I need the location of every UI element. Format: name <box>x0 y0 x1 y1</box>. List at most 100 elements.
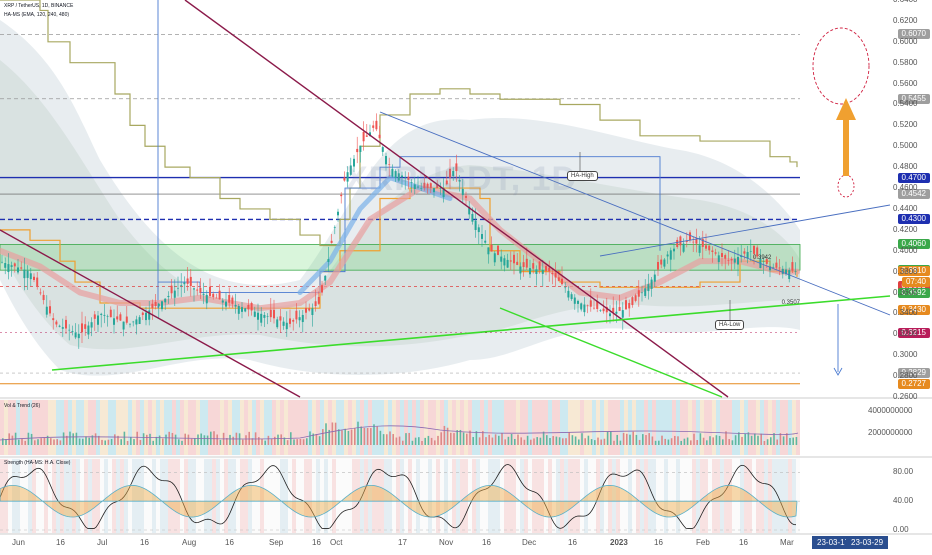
strength-background-stripe <box>376 459 380 533</box>
volume-bar <box>168 431 170 445</box>
strength-background-stripe <box>440 459 444 533</box>
candle-body <box>477 227 480 233</box>
volume-bar <box>488 434 490 445</box>
inline-price-label: 0.3507 <box>782 300 801 306</box>
volume-bar <box>446 427 449 445</box>
strength-background-stripe <box>184 459 188 533</box>
candle-body <box>455 163 458 172</box>
strength-background-stripe <box>548 459 552 533</box>
volume-bar <box>722 439 724 445</box>
strength-background-stripe <box>628 459 632 533</box>
strength-background-stripe <box>648 459 652 533</box>
volume-bar <box>731 440 734 445</box>
strength-background-stripe <box>740 459 744 533</box>
volume-bar <box>75 432 78 445</box>
date-badge-end[interactable]: 23-03-29 <box>846 536 889 549</box>
volume-bar <box>658 440 660 445</box>
volume-trend-stripe <box>48 400 52 455</box>
strength-background-stripe <box>204 459 208 533</box>
strength-background-stripe <box>464 459 468 533</box>
strength-background-stripe <box>456 459 460 533</box>
volume-bar <box>792 437 794 445</box>
candle-body <box>266 316 269 317</box>
volume-bar <box>709 436 711 445</box>
x-tick-label: 16 <box>312 538 321 547</box>
volume-bar <box>350 429 353 445</box>
volume-trend-stripe <box>392 400 396 455</box>
volume-bar <box>117 435 119 445</box>
candle-body <box>215 297 218 299</box>
candle-body <box>333 227 336 229</box>
strength-background-stripe <box>192 459 196 533</box>
strength-background-stripe <box>768 459 772 533</box>
strength-background-stripe <box>68 459 72 533</box>
symbol-legend[interactable]: XRP / TetherUS, 1D, BINANCE <box>4 3 74 9</box>
volume-trend-stripe <box>692 400 696 455</box>
volume-trend-stripe <box>732 400 736 455</box>
candle-body <box>129 323 131 325</box>
volume-trend-stripe <box>580 400 584 455</box>
volume-bar <box>594 440 596 445</box>
volume-trend-stripe <box>80 400 84 455</box>
study-legend[interactable]: HA-MS (EMA, 120, 240, 480) <box>4 12 70 18</box>
strength-background-stripe <box>616 459 620 533</box>
strength-background-stripe <box>580 459 584 533</box>
volume-trend-stripe <box>560 400 564 455</box>
strength-tick-label: 40.00 <box>893 496 914 506</box>
volume-bar <box>203 435 206 445</box>
candle-body <box>87 325 90 335</box>
volume-bar <box>597 437 599 445</box>
strength-background-stripe <box>380 459 384 533</box>
candle-body <box>388 164 391 165</box>
candle-body <box>775 262 778 268</box>
candle-body <box>1 261 3 263</box>
volume-bar <box>504 439 506 445</box>
strength-background-stripe <box>76 459 80 533</box>
volume-trend-stripe <box>264 400 268 455</box>
volume-bar <box>542 431 545 445</box>
candle-body <box>65 319 67 329</box>
volume-legend[interactable]: Vol & Trend (26) <box>4 403 41 409</box>
volume-bar <box>453 433 455 445</box>
strength-background-stripe <box>612 459 616 533</box>
candle-body <box>61 327 64 329</box>
volume-trend-stripe <box>564 400 568 455</box>
volume-bar <box>136 431 138 445</box>
candle-body <box>23 269 26 279</box>
volume-trend-stripe <box>288 400 292 455</box>
candle-body <box>7 264 10 273</box>
volume-bar <box>296 439 298 445</box>
volume-bar <box>325 423 327 445</box>
candle-body <box>621 310 624 318</box>
y-tick-label: 0.4400 <box>893 203 918 213</box>
blue-ascending-line <box>599 204 891 257</box>
volume-bar <box>498 435 500 445</box>
volume-trend-stripe <box>40 400 44 455</box>
volume-trend-stripe <box>792 400 796 455</box>
volume-trend-stripe <box>272 400 276 455</box>
volume-bar <box>322 429 324 445</box>
volume-bar <box>206 435 209 445</box>
strength-background-stripe <box>460 459 464 533</box>
volume-bar <box>59 440 62 445</box>
date-badge-start[interactable]: 23-03-17 <box>812 536 855 549</box>
volume-trend-stripe <box>68 400 72 455</box>
candle-body <box>493 253 496 263</box>
strength-area <box>0 484 798 518</box>
volume-trend-stripe <box>604 400 608 455</box>
strength-background-stripe <box>652 459 656 533</box>
candle-body <box>666 254 669 257</box>
ha-low-callout: HA-Low <box>715 320 745 330</box>
volume-trend-stripe <box>16 400 20 455</box>
volume-bar <box>312 433 314 445</box>
x-tick-label: 17 <box>398 538 407 547</box>
candle-body <box>257 312 259 320</box>
y-tick-label: 0.4200 <box>893 224 918 234</box>
candle-body <box>164 298 167 303</box>
volume-bar <box>482 431 484 445</box>
strength-legend[interactable]: Strength (HA-MS: H.A. Close) <box>4 460 71 466</box>
volume-bar <box>667 439 670 445</box>
strength-background-stripe <box>44 459 48 533</box>
